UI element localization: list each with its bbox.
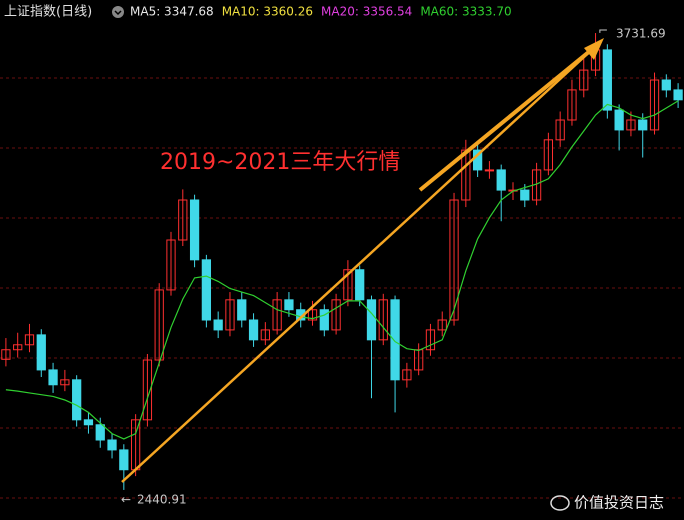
candle-body: [83, 419, 94, 426]
arrow-spacer: [170, 46, 596, 160]
candle-body: [48, 369, 58, 386]
candle-body: [60, 379, 70, 386]
ma60-line: [5, 100, 679, 440]
watermark-text: 价值投资日志: [574, 494, 664, 512]
arrow-head: [584, 38, 604, 60]
watermark: 价值投资日志: [550, 494, 664, 512]
candle-body: [661, 79, 671, 91]
candle-body: [13, 344, 23, 351]
candle-body: [36, 334, 46, 371]
candle-body: [331, 299, 341, 331]
candle-body: [425, 329, 436, 351]
candle-body: [555, 119, 565, 141]
grid: [0, 77, 684, 499]
min-pointer: ←: [121, 493, 131, 507]
trend-arrow: [121, 38, 604, 483]
candle-body: [343, 269, 353, 301]
candle-body: [414, 349, 424, 371]
candle-body: [189, 199, 200, 261]
candle-body: [72, 379, 82, 421]
candle-body: [437, 319, 447, 331]
candle-body: [201, 259, 212, 321]
candle-body: [579, 69, 589, 91]
candle-body: [649, 79, 660, 131]
settings-icon-chevron: [114, 10, 122, 16]
plot: [1, 33, 683, 490]
candle-body: [24, 334, 35, 346]
candle-body: [319, 309, 329, 331]
candle-body: [355, 269, 365, 301]
max-pointer: ⌐: [598, 24, 608, 38]
min-label: 2440.91: [137, 493, 187, 507]
candle-body: [378, 299, 388, 341]
candle-body: [449, 199, 459, 321]
candle-body: [626, 119, 636, 131]
legend-entry: MA10: 3360.26: [222, 5, 313, 19]
candle-body: [178, 199, 188, 241]
candle-body: [567, 89, 577, 121]
max-label: 3731.69: [616, 27, 666, 41]
candle-body: [484, 169, 495, 172]
arrow-line: [121, 45, 597, 483]
candle-body: [119, 449, 129, 471]
candle-body: [225, 299, 235, 331]
candle-body: [602, 49, 612, 111]
candle-body: [614, 109, 624, 131]
candle-body: [260, 329, 270, 341]
candle-body: [638, 119, 648, 131]
arrow-line: [418, 44, 598, 192]
candle-body: [520, 189, 530, 201]
candle-body: [95, 424, 105, 441]
candle-body: [166, 239, 176, 291]
candle-body: [237, 299, 247, 321]
candle-body: [496, 169, 506, 191]
legend-entry: MA60: 3333.70: [420, 5, 511, 19]
settings-icon[interactable]: [112, 6, 124, 18]
watermark-icon: [550, 495, 570, 511]
candle-body: [543, 139, 554, 171]
candle-body: [390, 299, 400, 381]
candle-body: [673, 89, 683, 101]
candle-body: [402, 369, 412, 381]
candle-body: [248, 319, 259, 341]
candle-body: [284, 299, 294, 311]
candle-body: [213, 319, 223, 331]
candle-body: [366, 299, 377, 341]
legend: MA5: 3347.68 MA10: 3360.26 MA20: 3356.54 MA…: [130, 5, 512, 19]
candle-body: [107, 439, 117, 451]
annotation: 2019~2021三年大行情: [160, 150, 400, 175]
legend-entry: MA20: 3356.54: [321, 5, 412, 19]
candle-body: [1, 349, 11, 360]
chart-title: 上证指数(日线): [4, 5, 92, 20]
candle-body: [142, 359, 153, 421]
legend-entry: MA5: 3347.68: [130, 5, 214, 19]
candle-body: [272, 299, 282, 331]
candle-body: [307, 309, 318, 321]
candle-body: [154, 289, 164, 361]
